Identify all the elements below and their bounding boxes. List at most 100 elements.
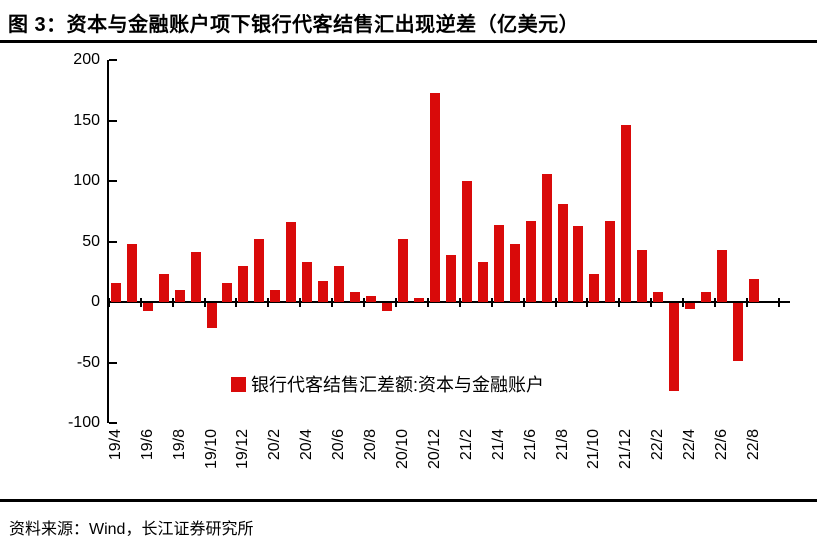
bar bbox=[222, 282, 233, 302]
bar bbox=[270, 289, 281, 302]
chart-title: 图 3：资本与金融账户项下银行代客结售汇出现逆差（亿美元） bbox=[8, 14, 580, 36]
legend: 银行代客结售汇差额:资本与金融账户 bbox=[231, 371, 544, 397]
x-axis-tick bbox=[203, 298, 206, 307]
bar bbox=[366, 295, 377, 302]
y-axis-tick bbox=[109, 422, 117, 424]
x-axis-tick bbox=[490, 298, 493, 307]
x-axis-tick bbox=[107, 298, 110, 307]
bar bbox=[733, 303, 744, 362]
x-axis-label: 19/6 bbox=[138, 429, 156, 461]
x-axis-tick bbox=[777, 298, 780, 307]
x-axis-label: 20/4 bbox=[298, 429, 316, 461]
x-axis-label: 19/8 bbox=[170, 429, 188, 461]
bar bbox=[397, 239, 408, 302]
bar bbox=[254, 239, 265, 302]
bar bbox=[318, 281, 329, 302]
bar bbox=[350, 292, 361, 302]
x-axis-tick bbox=[746, 298, 749, 307]
bar bbox=[621, 125, 632, 302]
x-axis-tick bbox=[682, 298, 685, 307]
x-axis-tick bbox=[458, 298, 461, 307]
x-axis-tick bbox=[554, 298, 557, 307]
bar bbox=[605, 220, 616, 302]
x-axis-tick bbox=[714, 298, 717, 307]
bar bbox=[493, 224, 504, 302]
bar bbox=[126, 243, 137, 302]
bar bbox=[413, 298, 424, 302]
x-axis bbox=[107, 301, 790, 303]
bar bbox=[382, 303, 393, 312]
bar bbox=[174, 289, 185, 302]
bar bbox=[206, 303, 217, 329]
bar bbox=[286, 222, 297, 302]
x-axis-label: 22/4 bbox=[681, 429, 699, 461]
y-axis-label: -100 bbox=[67, 414, 100, 431]
y-axis-label: 0 bbox=[91, 293, 100, 310]
x-axis-label: 21/12 bbox=[617, 429, 635, 470]
x-axis-label: 22/2 bbox=[649, 429, 667, 461]
bar bbox=[749, 279, 759, 302]
y-axis-label: 200 bbox=[73, 51, 100, 68]
bar bbox=[685, 303, 696, 310]
bar bbox=[653, 292, 664, 302]
y-axis-tick bbox=[109, 361, 117, 364]
figure-bottom-border bbox=[0, 499, 817, 502]
bar bbox=[461, 181, 472, 302]
x-axis-label: 21/4 bbox=[489, 429, 507, 461]
y-axis-label: 50 bbox=[82, 232, 100, 250]
x-axis-label: 20/6 bbox=[330, 429, 348, 461]
x-axis-tick bbox=[267, 298, 270, 307]
bar bbox=[190, 252, 201, 302]
bar bbox=[557, 203, 568, 302]
bar bbox=[334, 265, 345, 302]
x-axis-label: 22/8 bbox=[745, 429, 762, 461]
bar bbox=[445, 254, 456, 302]
x-axis-tick bbox=[299, 298, 302, 307]
bar bbox=[637, 249, 648, 302]
x-axis-tick bbox=[395, 298, 397, 307]
bar bbox=[477, 262, 488, 302]
x-axis-label: 20/12 bbox=[425, 429, 443, 470]
x-axis-tick bbox=[586, 298, 589, 307]
x-axis-label: 20/10 bbox=[393, 429, 411, 470]
x-axis-tick bbox=[235, 298, 238, 307]
x-axis-label: 22/6 bbox=[713, 429, 731, 461]
source-note: 资料来源：Wind，长江证券研究所 bbox=[9, 521, 254, 538]
bar bbox=[589, 274, 600, 302]
bar bbox=[238, 265, 249, 302]
bar bbox=[573, 225, 584, 302]
y-axis-tick bbox=[109, 180, 117, 182]
bar bbox=[302, 262, 313, 302]
x-axis-label: 19/4 bbox=[106, 429, 124, 461]
y-axis-label: -50 bbox=[76, 353, 100, 371]
x-axis-label: 19/12 bbox=[234, 429, 252, 470]
x-axis-label: 20/2 bbox=[266, 429, 284, 461]
bar bbox=[509, 243, 520, 302]
y-axis-label: 100 bbox=[73, 172, 100, 189]
x-axis-tick bbox=[363, 298, 366, 307]
y-axis bbox=[107, 60, 109, 423]
x-axis-tick bbox=[650, 298, 653, 307]
x-axis-tick bbox=[171, 298, 174, 307]
y-axis-label: 150 bbox=[73, 111, 100, 129]
y-axis-tick bbox=[109, 59, 117, 61]
x-axis-label: 21/8 bbox=[553, 429, 571, 461]
x-axis-tick bbox=[139, 298, 142, 307]
bar bbox=[110, 282, 121, 302]
bar bbox=[158, 274, 169, 302]
bar bbox=[717, 249, 728, 302]
bar bbox=[525, 220, 536, 302]
y-axis-tick bbox=[109, 240, 117, 243]
bar bbox=[669, 303, 680, 392]
x-axis-tick bbox=[331, 298, 334, 307]
x-axis-label: 20/8 bbox=[362, 429, 380, 461]
bar bbox=[541, 173, 552, 302]
y-axis-tick bbox=[109, 119, 117, 122]
x-axis-label: 19/10 bbox=[202, 429, 220, 470]
bar bbox=[701, 292, 712, 302]
x-axis-label: 21/2 bbox=[457, 429, 475, 461]
title-underline bbox=[0, 40, 817, 43]
legend-marker bbox=[231, 376, 246, 392]
